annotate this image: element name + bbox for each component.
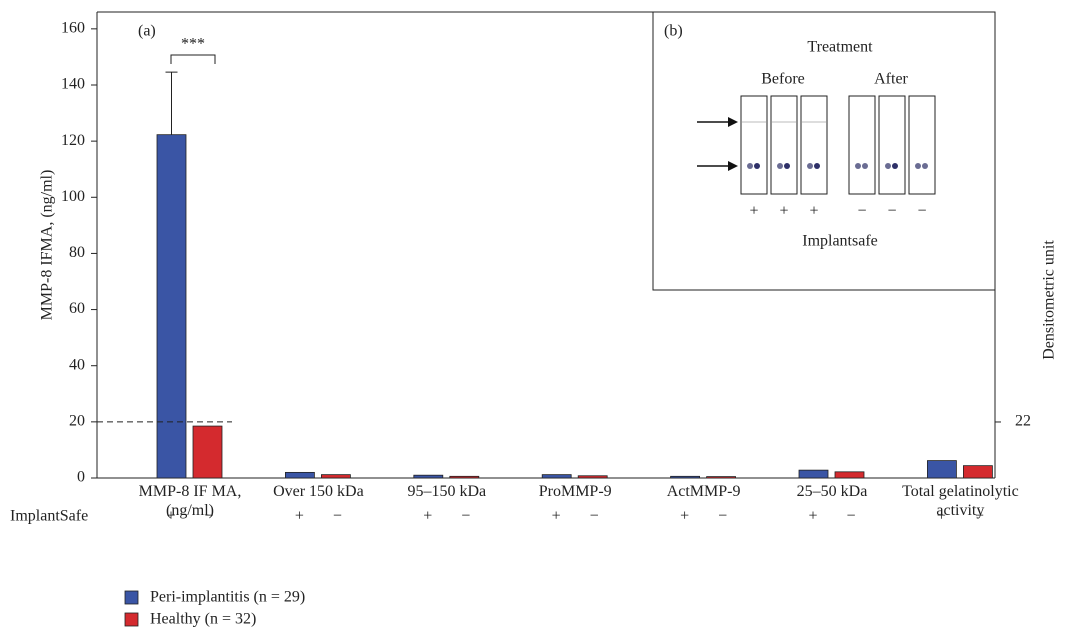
row-sign: − bbox=[846, 508, 855, 525]
error-bar bbox=[165, 71, 178, 135]
row-sign: − bbox=[590, 508, 599, 525]
x-tick-label: 25–50 kDa bbox=[796, 483, 868, 500]
row-sign: − bbox=[204, 508, 213, 525]
gel-lane bbox=[800, 95, 828, 195]
x-tick-label: Total gelatinolytic activity bbox=[902, 483, 1019, 519]
gel-spot bbox=[922, 163, 928, 169]
y-tick-label: 60 bbox=[69, 300, 85, 317]
row-sign: − bbox=[333, 508, 342, 525]
gel-spot bbox=[862, 163, 868, 169]
bar bbox=[413, 474, 444, 479]
arrow-head bbox=[728, 117, 738, 127]
gel-lane bbox=[848, 95, 876, 195]
y-tick-label: 140 bbox=[61, 76, 85, 93]
inset: (b) Treatment Before After Implantsafe bbox=[652, 11, 996, 291]
row-sign: + bbox=[808, 508, 817, 525]
y-tick-label: 160 bbox=[61, 20, 85, 37]
y-tick-label: 120 bbox=[61, 132, 85, 149]
bar bbox=[449, 475, 480, 479]
gel-spot bbox=[855, 163, 861, 169]
significance-label: *** bbox=[181, 36, 205, 53]
y-tick-label: 80 bbox=[69, 244, 85, 261]
bar bbox=[670, 475, 700, 479]
y-tick-label: 0 bbox=[77, 469, 85, 486]
inset-label: (b) bbox=[664, 23, 683, 40]
inset-group: Before bbox=[761, 71, 805, 88]
bar bbox=[834, 471, 865, 479]
x-tick-label: ProMMP-9 bbox=[538, 483, 612, 500]
row-sign: − bbox=[718, 508, 727, 525]
bar bbox=[798, 469, 829, 479]
inset-sign: − bbox=[887, 203, 896, 220]
row-sign: + bbox=[166, 508, 175, 525]
bar bbox=[927, 460, 957, 479]
gel-spot bbox=[814, 163, 820, 169]
row-label: ImplantSafe bbox=[10, 508, 88, 525]
gel-spot bbox=[747, 163, 753, 169]
bar bbox=[192, 425, 223, 479]
gel-spot bbox=[777, 163, 783, 169]
x-tick-label: ActMMP-9 bbox=[666, 483, 741, 500]
gel-lane bbox=[770, 95, 798, 195]
gel-spot bbox=[915, 163, 921, 169]
y-axis-label: MMP-8 IFMA, (ng/ml) bbox=[39, 170, 56, 321]
gel-spot bbox=[892, 163, 898, 169]
inset-sign: + bbox=[809, 203, 818, 220]
inset-sign: + bbox=[779, 203, 788, 220]
bar bbox=[320, 474, 351, 479]
x-tick-label: 95–150 kDa bbox=[407, 483, 487, 500]
legend-swatch bbox=[124, 612, 139, 627]
gel-lane bbox=[878, 95, 906, 195]
row-sign: + bbox=[423, 508, 432, 525]
gel-spot bbox=[784, 163, 790, 169]
bar bbox=[706, 476, 736, 479]
legend-label: Healthy (n = 32) bbox=[150, 611, 256, 628]
inset-sign: + bbox=[749, 203, 758, 220]
row-sign: + bbox=[680, 508, 689, 525]
bar bbox=[284, 471, 315, 479]
x-tick-label: Over 150 kDa bbox=[273, 483, 364, 500]
bar bbox=[541, 474, 572, 479]
inset-title: Treatment bbox=[807, 39, 873, 56]
gel-spot bbox=[807, 163, 813, 169]
panel-label: (a) bbox=[138, 23, 156, 40]
row-sign: + bbox=[552, 508, 561, 525]
legend-label: Peri-implantitis (n = 29) bbox=[150, 589, 305, 606]
bar bbox=[963, 465, 993, 479]
significance-bracket bbox=[170, 54, 216, 64]
inset-sign: − bbox=[857, 203, 866, 220]
gel-lanes bbox=[740, 95, 936, 195]
y-tick-label: 100 bbox=[61, 188, 85, 205]
bar bbox=[577, 475, 608, 479]
gel-spot bbox=[885, 163, 891, 169]
row-sign: − bbox=[975, 508, 984, 525]
gel-lane bbox=[740, 95, 768, 195]
y-tick-label: 20 bbox=[69, 413, 85, 430]
x-tick-label: MMP-8 IF MA, (ng/ml) bbox=[138, 483, 242, 519]
y2-axis-label: Densitometric unit bbox=[1041, 240, 1058, 360]
y2-tick-label: 22 bbox=[1015, 413, 1031, 430]
row-sign: − bbox=[461, 508, 470, 525]
gel-spot bbox=[754, 163, 760, 169]
row-sign: + bbox=[937, 508, 946, 525]
y-tick-label: 40 bbox=[69, 356, 85, 373]
row-sign: + bbox=[295, 508, 304, 525]
arrow-head bbox=[728, 161, 738, 171]
gel-lane bbox=[908, 95, 936, 195]
inset-sign: − bbox=[917, 203, 926, 220]
inset-caption: Implantsafe bbox=[802, 233, 878, 250]
bar bbox=[156, 134, 187, 479]
inset-group: After bbox=[874, 71, 908, 88]
legend-swatch bbox=[124, 590, 139, 605]
